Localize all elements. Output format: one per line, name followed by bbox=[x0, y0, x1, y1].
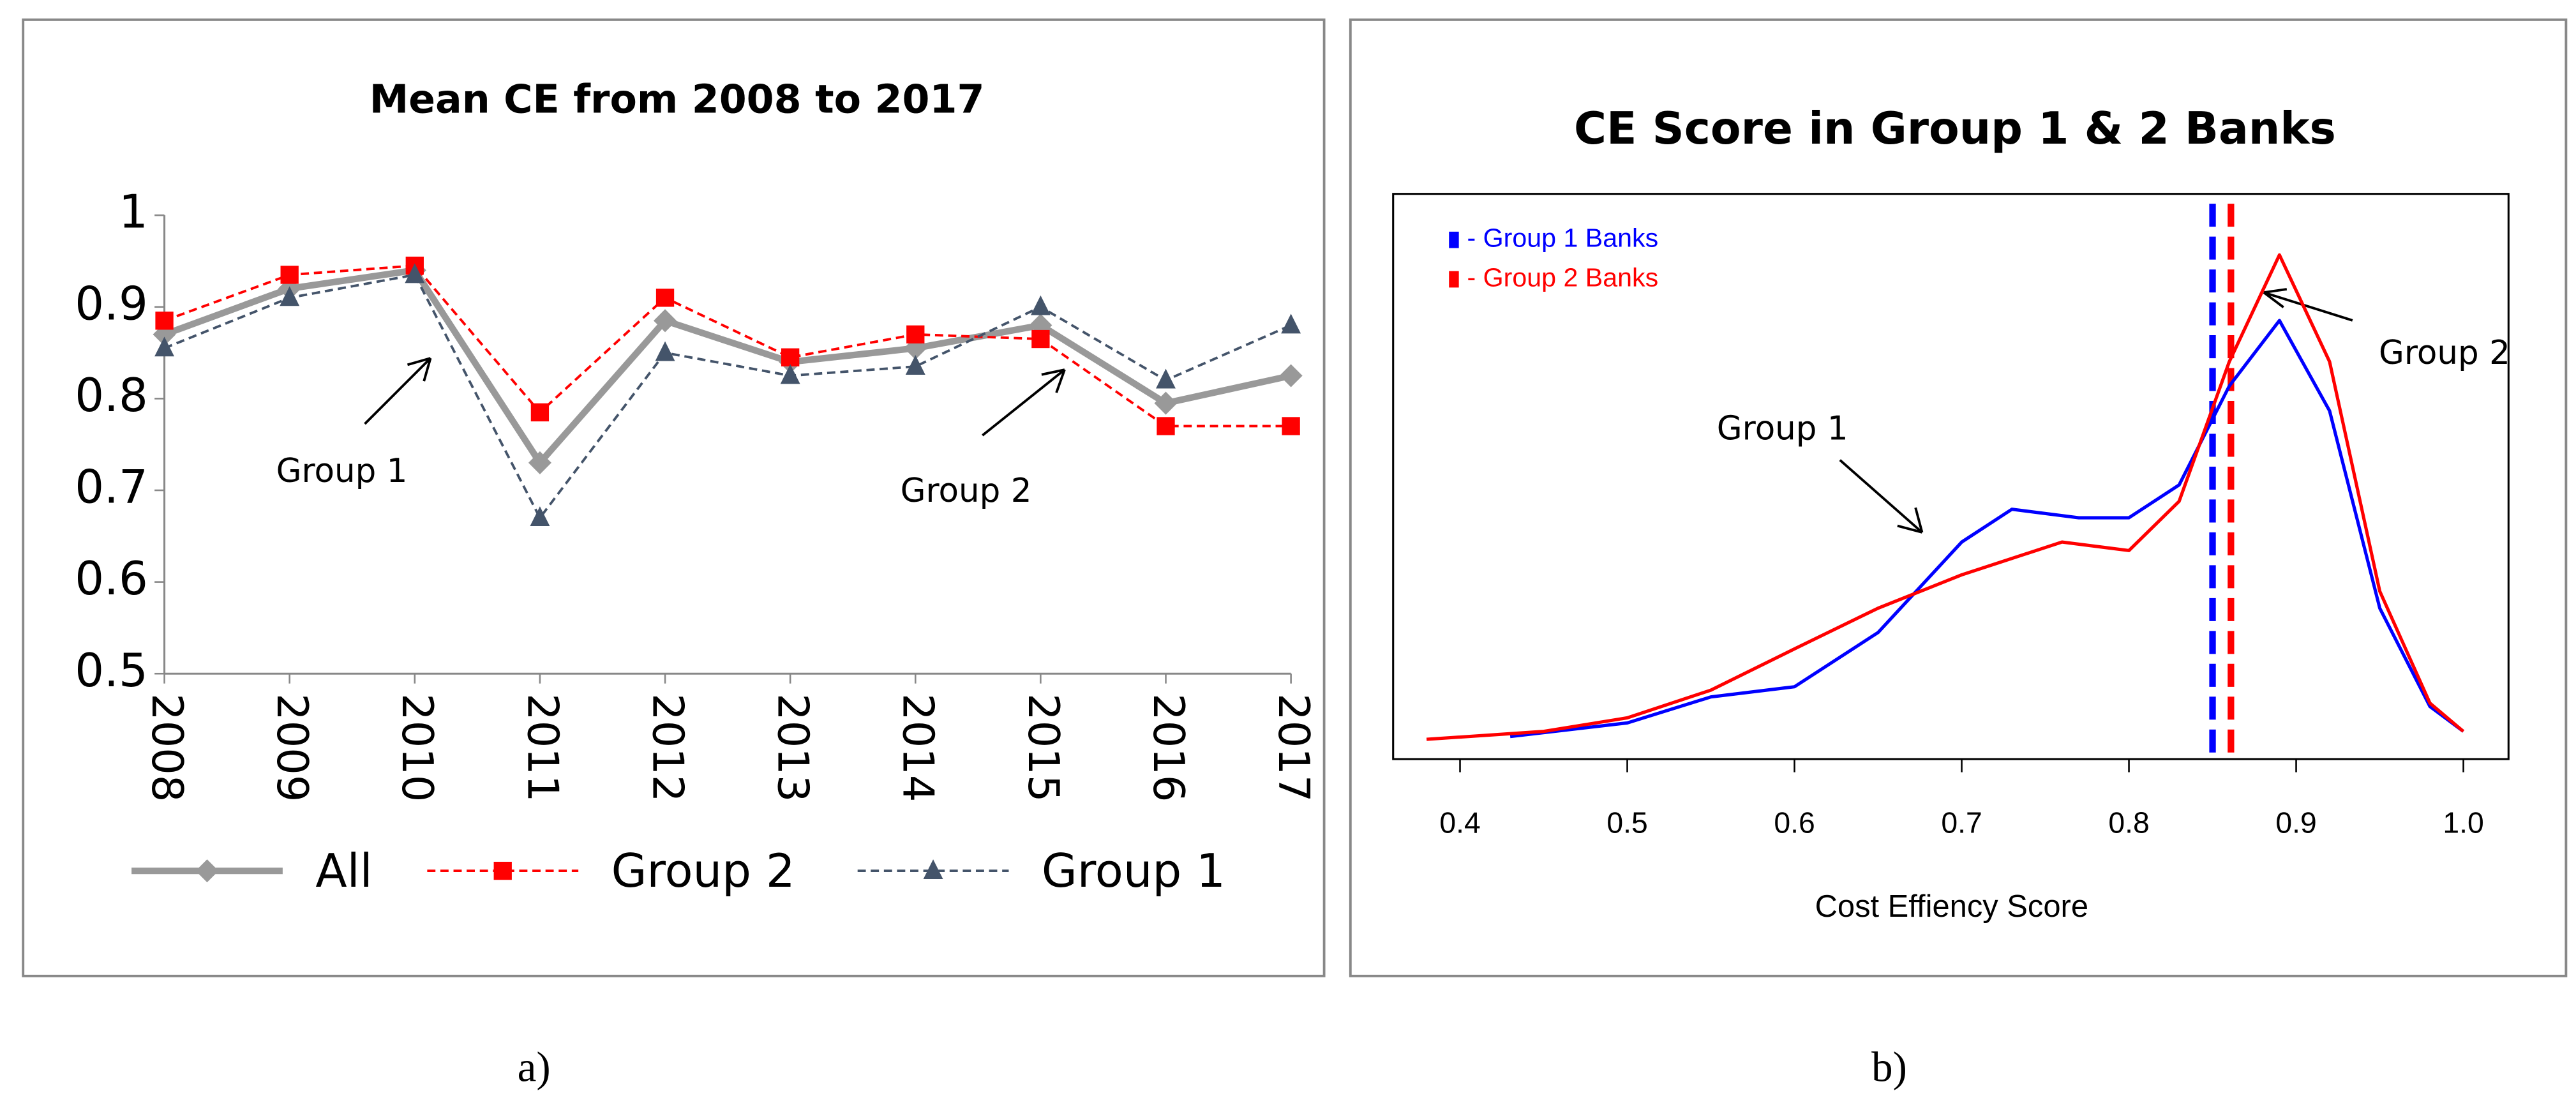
legend-marker bbox=[195, 859, 219, 883]
legend-marker bbox=[1449, 271, 1459, 288]
plot-frame bbox=[1392, 193, 2510, 760]
panel-label: b) bbox=[1871, 1043, 1907, 1090]
marker bbox=[154, 336, 174, 357]
y-tick-label: 0.7 bbox=[75, 460, 148, 514]
x-tick-label: 0.9 bbox=[2275, 806, 2316, 839]
arrows bbox=[364, 288, 2353, 534]
y-tick-label: 0.9 bbox=[75, 276, 148, 330]
arrow bbox=[364, 357, 432, 425]
series-line bbox=[163, 266, 1292, 469]
x-tick-label: 2012 bbox=[643, 693, 693, 802]
x-tick-label: 2011 bbox=[518, 693, 567, 802]
panel-label: a) bbox=[518, 1043, 551, 1090]
x-tick-label: 2010 bbox=[393, 693, 442, 802]
legend-label: Group 2 bbox=[611, 844, 795, 898]
marker bbox=[530, 506, 550, 526]
marker bbox=[781, 348, 800, 366]
marker bbox=[780, 364, 800, 384]
marker bbox=[1281, 313, 1301, 334]
marker bbox=[1031, 329, 1050, 349]
marker bbox=[1156, 368, 1176, 389]
marker bbox=[530, 403, 550, 422]
series-line bbox=[163, 273, 1292, 520]
x-tick-label: 2016 bbox=[1144, 693, 1194, 802]
x-tick-label: 0.6 bbox=[1774, 806, 1815, 839]
annotation: Group 2 bbox=[901, 472, 1032, 510]
marker bbox=[528, 451, 551, 474]
marker bbox=[905, 355, 925, 375]
x-tick-label: 2014 bbox=[894, 693, 943, 802]
x-tick-label: 2008 bbox=[142, 693, 192, 802]
legend-label: All bbox=[315, 844, 372, 898]
legend-marker bbox=[923, 859, 943, 879]
marker bbox=[405, 263, 425, 283]
legend-label: - Group 2 Banks bbox=[1467, 262, 1659, 292]
marker bbox=[1154, 391, 1178, 415]
x-tick-label: 0.4 bbox=[1439, 806, 1480, 839]
marker bbox=[1282, 417, 1300, 435]
arrow bbox=[2263, 288, 2353, 322]
legend-marker bbox=[493, 861, 512, 880]
marker bbox=[655, 289, 675, 307]
marker bbox=[280, 266, 299, 284]
arrow bbox=[982, 368, 1066, 437]
series-line bbox=[163, 264, 1291, 428]
annotation: Group 1 bbox=[1717, 409, 1848, 448]
legend-marker bbox=[1449, 231, 1459, 248]
y-tick-label: 0.8 bbox=[75, 368, 148, 422]
annotation: Group 1 bbox=[276, 452, 408, 490]
marker bbox=[155, 312, 174, 330]
x-tick-label: 2017 bbox=[1269, 693, 1319, 802]
density-line bbox=[1426, 253, 2465, 741]
density-line bbox=[1509, 319, 2465, 739]
panel-frame bbox=[1349, 18, 2568, 977]
marker bbox=[1030, 295, 1051, 315]
marker bbox=[1279, 364, 1303, 388]
y-tick-label: 0.6 bbox=[75, 552, 148, 605]
x-tick-label: 0.7 bbox=[1941, 806, 1982, 839]
x-tick-label: 1.0 bbox=[2443, 806, 2483, 839]
x-tick-label: 0.8 bbox=[2108, 806, 2149, 839]
y-tick-label: 1 bbox=[119, 185, 148, 239]
legend-label: - Group 1 Banks bbox=[1467, 223, 1659, 253]
x-tick-label: 2015 bbox=[1019, 693, 1068, 802]
arrow bbox=[1839, 459, 1924, 534]
x-tick-label: 2009 bbox=[267, 693, 317, 802]
marker bbox=[906, 325, 925, 344]
panel-frame bbox=[22, 18, 1326, 977]
x-axis-label: Cost Effiency Score bbox=[1815, 889, 2088, 924]
x-tick-label: 0.5 bbox=[1606, 806, 1647, 839]
chart-title: Mean CE from 2008 to 2017 bbox=[370, 77, 985, 123]
marker bbox=[654, 309, 677, 333]
y-tick-label: 0.5 bbox=[75, 644, 148, 697]
chart-title: CE Score in Group 1 & 2 Banks bbox=[1574, 103, 2336, 154]
marker bbox=[1157, 417, 1175, 435]
marker bbox=[280, 286, 300, 306]
x-tick-label: 2013 bbox=[768, 693, 818, 802]
annotation: Group 2 bbox=[2379, 334, 2510, 372]
marker bbox=[655, 341, 675, 361]
legend-label: Group 1 bbox=[1042, 844, 1225, 898]
